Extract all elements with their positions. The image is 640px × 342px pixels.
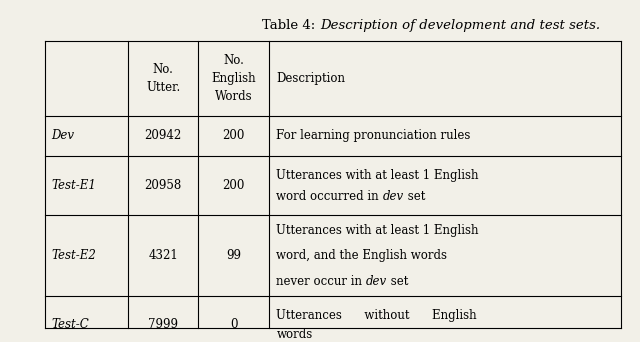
Text: set: set: [404, 189, 426, 202]
Text: 4321: 4321: [148, 249, 178, 262]
Text: never occur in: never occur in: [276, 275, 366, 288]
Text: No.
Utter.: No. Utter.: [146, 63, 180, 94]
Text: Utterances      without      English: Utterances without English: [276, 308, 477, 321]
Text: words: words: [276, 328, 313, 341]
Text: 7999: 7999: [148, 318, 178, 331]
Text: Utterances with at least 1 English: Utterances with at least 1 English: [276, 169, 479, 182]
Text: 200: 200: [223, 129, 244, 143]
Text: Description: Description: [276, 72, 346, 85]
Text: word, and the English words: word, and the English words: [276, 249, 447, 262]
Text: Table 4:: Table 4:: [262, 19, 320, 32]
Text: No.
English
Words: No. English Words: [211, 54, 256, 103]
Text: For learning pronunciation rules: For learning pronunciation rules: [276, 129, 471, 143]
Text: Test-E1: Test-E1: [51, 179, 96, 192]
Text: word occurred in: word occurred in: [276, 189, 383, 202]
Text: dev: dev: [383, 189, 404, 202]
Text: Utterances with at least 1 English: Utterances with at least 1 English: [276, 224, 479, 237]
Text: dev: dev: [366, 275, 387, 288]
Text: set: set: [387, 275, 409, 288]
Text: Description of development and test sets.: Description of development and test sets…: [320, 19, 600, 32]
Text: 99: 99: [226, 249, 241, 262]
Text: 0: 0: [230, 318, 237, 331]
Text: Test-E2: Test-E2: [51, 249, 96, 262]
Text: Dev: Dev: [51, 129, 74, 143]
Text: Test-C: Test-C: [51, 318, 89, 331]
Text: 20958: 20958: [145, 179, 182, 192]
Text: 20942: 20942: [145, 129, 182, 143]
Text: 200: 200: [223, 179, 244, 192]
